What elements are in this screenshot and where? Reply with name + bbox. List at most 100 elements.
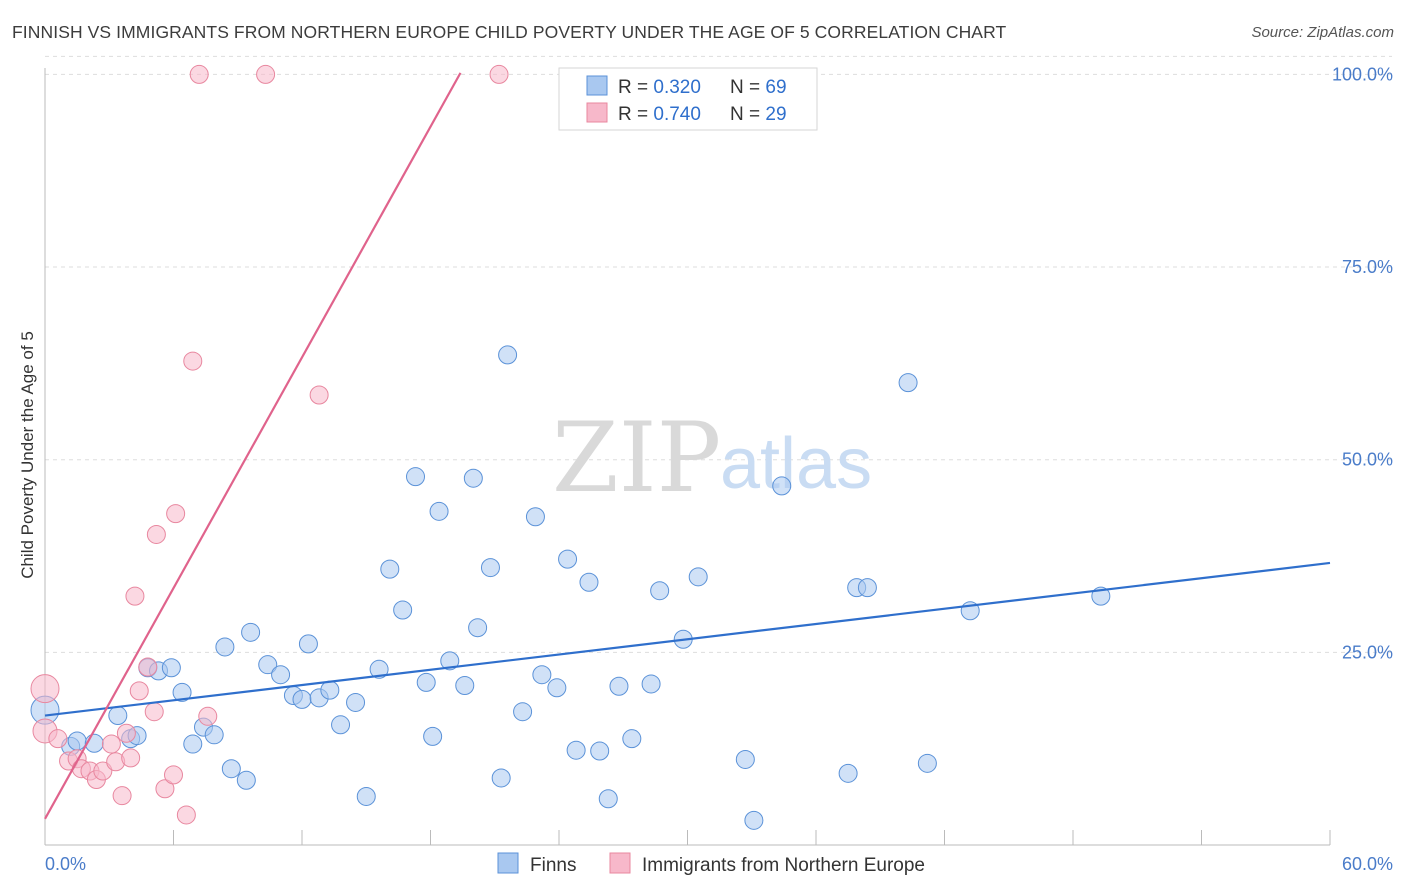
finns-point-54	[650, 581, 670, 601]
finns-point-47	[566, 740, 586, 760]
finns-point-9	[161, 658, 181, 678]
chart-title: FINNISH VS IMMIGRANTS FROM NORTHERN EURO…	[12, 22, 1007, 42]
series-legend-label-finns[interactable]: Finns	[530, 855, 576, 876]
finns-point-15	[221, 759, 241, 779]
immigrants-point-2	[48, 729, 68, 749]
immigrants-point-14	[125, 586, 145, 606]
immigrants-point-0	[30, 674, 60, 704]
finns-point-59	[772, 476, 792, 496]
finns-point-57	[735, 749, 755, 769]
y-tick-label-3: 100.0%	[1332, 64, 1393, 84]
watermark: ZIP atlas	[552, 402, 872, 514]
correlation-legend: R = 0.320 N = 69 R = 0.740 N = 29	[558, 67, 818, 131]
finns-point-32	[416, 672, 436, 692]
watermark-zip: ZIP	[552, 402, 721, 514]
finns-point-33	[423, 726, 443, 746]
finns-point-49	[590, 741, 610, 761]
immigrants-point-18	[146, 524, 166, 544]
finns-point-36	[455, 675, 475, 695]
immigrants-point-12	[116, 723, 136, 743]
finns-point-11	[183, 734, 203, 754]
finns-point-17	[241, 622, 261, 642]
immigrants-point-26	[256, 64, 276, 84]
finns-point-22	[298, 634, 318, 654]
finns-point-50	[598, 789, 618, 809]
finns-point-48	[579, 572, 599, 592]
x-tick-label-min: 0.0%	[45, 854, 86, 874]
immigrants-point-16	[138, 657, 158, 677]
immigrants-point-13	[121, 748, 141, 768]
series-legend: Finns Immigrants from Northern Europe	[497, 852, 925, 876]
finns-point-2	[67, 731, 87, 751]
finns-point-21	[292, 689, 312, 709]
finns-point-45	[547, 678, 567, 698]
finns-point-26	[346, 692, 366, 712]
finns-point-53	[641, 674, 661, 694]
finns-point-37	[463, 468, 483, 488]
immigrants-trend-line	[44, 72, 462, 820]
series-immigrants	[30, 64, 509, 825]
legend-row-finns-n: N = 69	[730, 77, 787, 98]
finns-point-41	[498, 345, 518, 365]
immigrants-point-22	[176, 805, 196, 825]
finns-point-46	[558, 549, 578, 569]
immigrants-point-9	[101, 734, 121, 754]
series-legend-swatch-immigrants[interactable]	[609, 852, 631, 874]
finns-point-56	[688, 567, 708, 587]
immigrants-point-11	[112, 786, 132, 806]
finns-point-35	[440, 651, 460, 671]
finns-point-25	[331, 715, 351, 735]
immigrants-point-23	[183, 351, 203, 371]
finns-point-62	[857, 578, 877, 598]
data-points	[30, 64, 1111, 830]
finns-point-19	[271, 665, 291, 685]
legend-swatch-finns	[586, 75, 608, 96]
finns-point-43	[525, 507, 545, 527]
finns-point-42	[513, 702, 533, 722]
finns-point-10	[172, 682, 192, 702]
series-legend-label-immigrants[interactable]: Immigrants from Northern Europe	[642, 855, 925, 876]
trend-lines	[44, 72, 1331, 820]
finns-point-28	[369, 659, 389, 679]
finns-point-4	[108, 706, 128, 726]
immigrants-point-25	[198, 706, 218, 726]
finns-point-58	[744, 810, 764, 830]
finns-point-52	[622, 729, 642, 749]
series-legend-swatch-finns[interactable]	[497, 852, 519, 874]
finns-trend-line	[44, 561, 1331, 717]
finns-point-51	[609, 676, 629, 696]
immigrants-point-20	[164, 765, 183, 785]
finns-point-39	[480, 558, 500, 578]
grid-lines	[45, 55, 1392, 653]
immigrants-n-value: 29	[765, 104, 786, 125]
immigrants-point-19	[155, 779, 175, 799]
immigrants-point-21	[166, 504, 186, 524]
legend-row-immigrants-n: N = 29	[730, 104, 787, 125]
series-finns	[30, 345, 1111, 830]
finns-point-24	[320, 680, 340, 700]
immigrants-point-8	[93, 761, 113, 781]
y-tick-label-0: 25.0%	[1342, 642, 1393, 662]
immigrants-point-24	[189, 64, 209, 84]
x-tick-label-max: 60.0%	[1342, 854, 1393, 874]
legend-swatch-immigrants	[586, 102, 608, 123]
finns-point-30	[393, 600, 413, 620]
finns-point-34	[429, 501, 449, 521]
y-tick-label-2: 75.0%	[1342, 257, 1393, 277]
chart-source: Source: ZipAtlas.com	[1251, 24, 1394, 41]
finns-point-64	[917, 753, 937, 773]
immigrants-r-value: 0.740	[653, 104, 701, 125]
finns-r-value: 0.320	[653, 77, 701, 98]
finns-point-31	[406, 467, 426, 487]
finns-point-38	[468, 618, 488, 638]
finns-point-18	[258, 655, 278, 675]
finns-point-63	[898, 373, 918, 393]
y-tick-label-1: 50.0%	[1342, 450, 1393, 470]
finns-point-13	[204, 725, 224, 745]
immigrants-point-15	[129, 681, 149, 701]
finns-point-14	[215, 637, 235, 657]
immigrants-point-27	[309, 385, 329, 405]
finns-point-16	[236, 770, 256, 790]
finns-point-29	[380, 559, 400, 579]
finns-point-60	[838, 763, 858, 783]
